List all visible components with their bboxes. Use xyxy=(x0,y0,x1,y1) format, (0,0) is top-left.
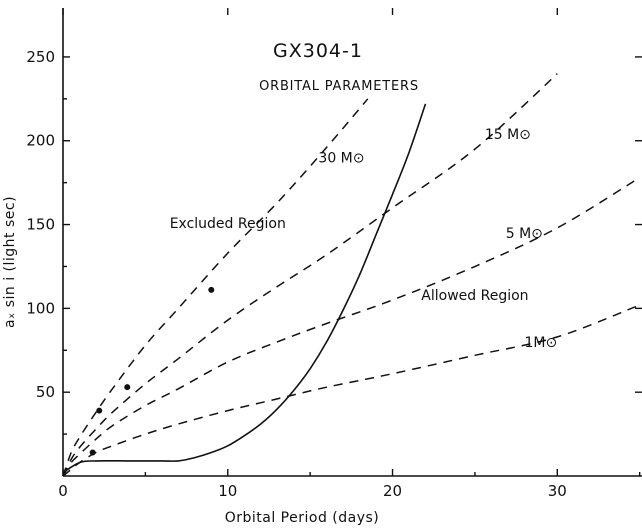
x-axis-title: Orbital Period (days) xyxy=(225,510,380,526)
annotation-label: 5 M⊙ xyxy=(506,226,543,242)
x-tick-label: 20 xyxy=(383,482,402,500)
chart-subtitle: ORBITAL PARAMETERS xyxy=(259,79,419,94)
x-tick-label: 10 xyxy=(218,482,237,500)
y-tick-label: 100 xyxy=(26,299,55,317)
series-line-30m xyxy=(62,98,369,477)
series-line-1m xyxy=(62,304,640,477)
annotation-label: Excluded Region xyxy=(170,216,286,232)
series-layer xyxy=(62,73,641,477)
data-point xyxy=(89,449,96,456)
annotation-label: 15 M⊙ xyxy=(485,127,531,143)
x-tick-label: 30 xyxy=(548,482,567,500)
annotation-layer: Excluded Region Allowed Region 30 M⊙ 15 M⊙ 5… xyxy=(170,127,557,351)
x-tick-label: 0 xyxy=(58,482,68,500)
annotation-label: Allowed Region xyxy=(421,288,528,304)
data-point xyxy=(96,407,103,414)
data-point xyxy=(124,384,131,391)
y-tick-label: 250 xyxy=(26,48,55,66)
y-axis-title: aₓ sin i (light sec) xyxy=(2,196,18,328)
plot-frame xyxy=(62,8,642,477)
annotation-label: 30 M⊙ xyxy=(318,151,364,167)
y-tick-label: 200 xyxy=(26,132,55,150)
annotation-label: 1M⊙ xyxy=(524,335,557,351)
axis-ticks: 0 10 20 30 50 100 150 200 250 xyxy=(26,8,642,500)
points-layer xyxy=(89,286,215,456)
data-point xyxy=(208,286,215,293)
y-tick-label: 150 xyxy=(26,216,55,234)
y-tick-label: 50 xyxy=(36,383,55,401)
series-line-5m xyxy=(62,176,641,477)
series-line-15m xyxy=(62,73,558,477)
mass-function-curve xyxy=(62,103,427,474)
chart-title: GX304-1 xyxy=(273,40,363,62)
